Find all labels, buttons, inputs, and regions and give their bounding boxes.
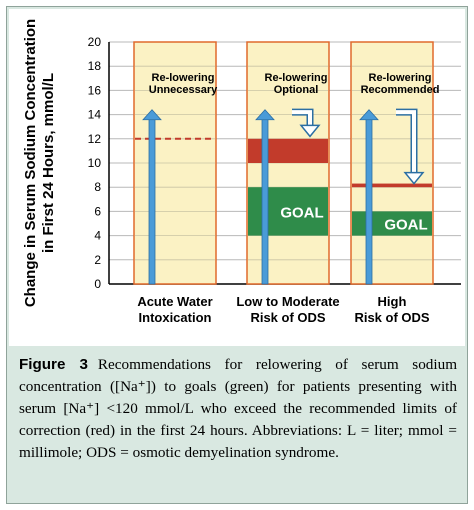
goal-band [352, 211, 432, 236]
category-label-line-2: Intoxication [139, 310, 212, 325]
panel-text-line-1: Re-lowering [265, 72, 328, 84]
y-tick-label: 2 [94, 253, 101, 267]
panel-text-line-1: Re-lowering [369, 72, 432, 84]
category-label-line-1: Low to Moderate [236, 294, 339, 309]
category-label-line-2: Risk of ODS [354, 310, 429, 325]
category-label-line-1: High [378, 294, 407, 309]
goal-label: GOAL [280, 204, 323, 221]
correction-arrow-head [255, 109, 275, 121]
panel-text-line-2: Unnecessary [149, 84, 218, 96]
y-tick-label: 20 [88, 35, 102, 49]
y-tick-label: 12 [88, 132, 102, 146]
figure-caption: Figure 3 Recommendations for relowering o… [19, 354, 457, 464]
chart-panel: Change in Serum Sodium Concentration in F… [9, 9, 465, 346]
panel-text-line-2: Recommended [361, 84, 440, 96]
caption-text: Recommendations for relowering of serum … [19, 356, 458, 461]
y-tick-label: 16 [88, 83, 102, 97]
y-axis-title-line-1: Change in Serum Sodium Concentration [22, 19, 39, 307]
figure: Change in Serum Sodium Concentration in F… [6, 6, 468, 504]
y-tick-label: 6 [94, 204, 101, 218]
correction-arrow-shaft [261, 115, 269, 285]
panel-text-line-1: Re-lowering [152, 72, 215, 84]
y-axis-title-line-2: in First 24 Hours, mmol/L [40, 73, 57, 253]
category-label-line-2: Risk of ODS [250, 310, 325, 325]
correction-arrow-shaft [365, 115, 373, 285]
y-tick-label: 4 [94, 229, 101, 243]
relower-arrow-head [403, 171, 425, 185]
relower-arrow-shaft [396, 110, 416, 174]
correction-limit-band [352, 183, 432, 188]
correction-limit-band [248, 138, 328, 163]
category-label-line-1: Acute Water [137, 294, 212, 309]
relower-arrow-shaft [292, 110, 312, 127]
y-tick-label: 0 [94, 277, 101, 291]
correction-arrow-head [359, 109, 379, 121]
goal-band [248, 187, 328, 236]
panel-text-line-2: Optional [274, 84, 319, 96]
goal-label: GOAL [384, 217, 427, 234]
y-tick-label: 8 [94, 180, 101, 194]
relower-arrow-head [299, 124, 321, 138]
correction-arrow-shaft [148, 115, 156, 285]
y-tick-label: 18 [88, 59, 102, 73]
correction-arrow-head [142, 109, 162, 121]
sodium-correction-chart: Change in Serum Sodium Concentration in F… [22, 19, 461, 325]
y-tick-label: 14 [88, 108, 102, 122]
figure-number: Figure 3 [19, 356, 88, 373]
y-tick-label: 10 [88, 156, 102, 170]
